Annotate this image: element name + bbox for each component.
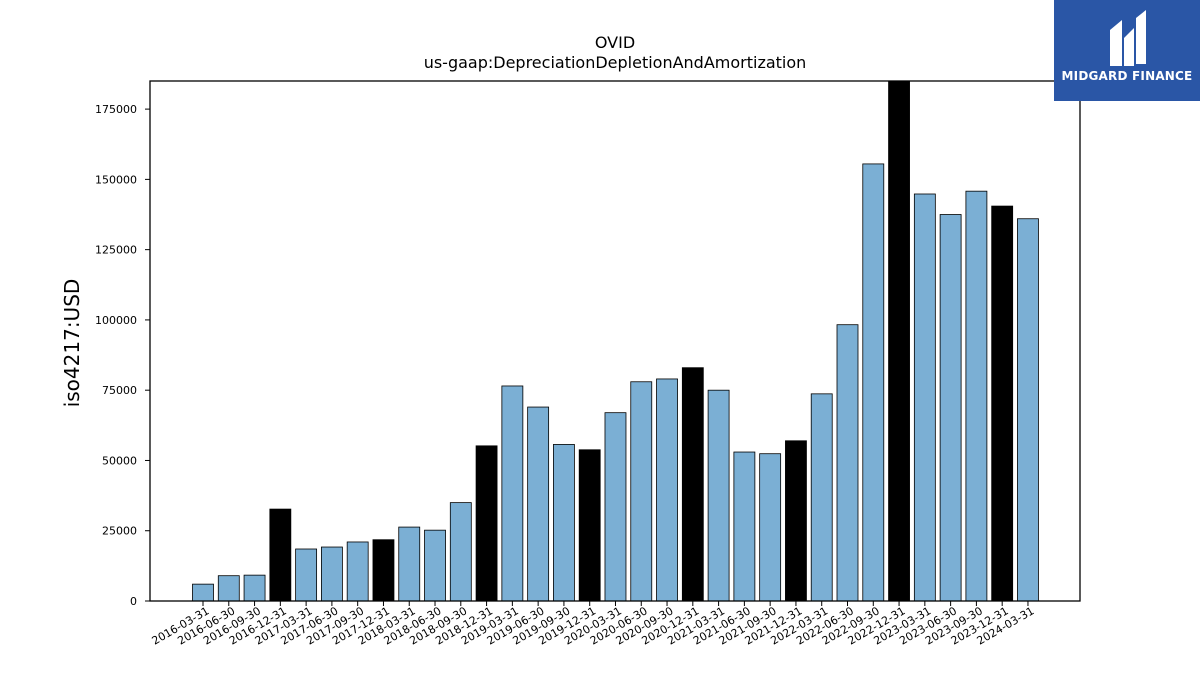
bar [681,367,704,602]
y-tick-label: 0 [130,595,137,608]
bar [965,190,988,602]
y-tick-label: 150000 [95,173,137,186]
y-tick-label: 175000 [95,103,137,116]
bar [1017,218,1039,602]
bar [991,205,1014,602]
bar [888,80,910,602]
logo-text: MIDGARD FINANCE [1061,69,1193,83]
y-axis-label: iso4217:USD [60,279,84,408]
bar [217,575,240,602]
bar [578,449,601,602]
bar [243,574,266,602]
y-tick-label: 75000 [102,384,137,397]
bar [192,583,214,602]
bars-group [192,80,1039,602]
bar [707,389,730,602]
y-tick-label: 125000 [95,244,137,257]
bar [320,546,343,602]
chart-title: OVID [595,33,635,52]
bar [475,445,498,602]
bar [759,453,782,602]
bar [398,526,421,602]
bar [785,440,807,602]
bar [527,406,550,602]
bar [630,381,653,602]
bar [449,502,472,602]
y-tick-label: 50000 [102,454,137,467]
bar [346,541,369,602]
bar [810,393,833,602]
bar [295,548,318,602]
bar [862,163,885,602]
bar [913,193,936,602]
bar [269,508,292,602]
y-tick-label: 25000 [102,525,137,538]
bar [836,324,859,602]
midgard-logo-icon [1110,10,1146,66]
bar [656,378,678,602]
y-axis-ticks: 0 25000 50000 75000 100000 125000 150000 175000 [95,103,150,608]
midgard-finance-logo: MIDGARD FINANCE [1054,0,1200,101]
y-tick-label: 100000 [95,314,137,327]
bar [424,529,446,602]
chart-subtitle: us-gaap:DepreciationDepletionAndAmortiza… [424,53,807,72]
bar [501,385,524,602]
bar [553,444,575,602]
plot-frame [149,80,1081,602]
x-axis-ticks: 2016-03-312016-06-302016-09-302016-12-31… [150,601,1036,648]
bar [733,451,756,602]
bar [939,214,962,602]
bar [604,412,627,602]
bar [372,539,395,602]
